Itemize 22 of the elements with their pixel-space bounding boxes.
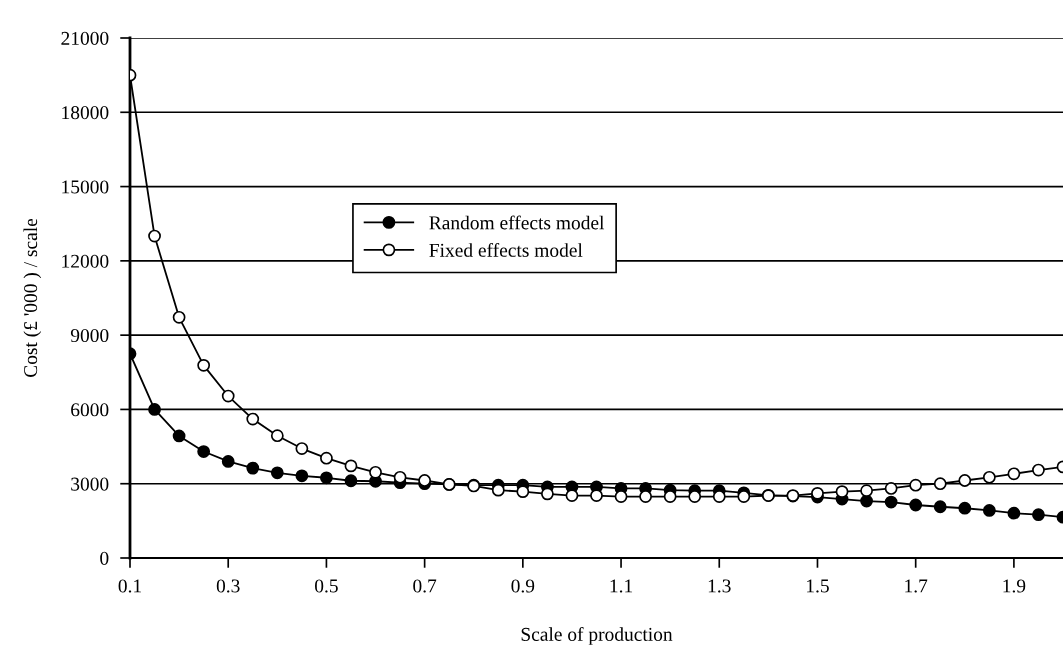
x-tick-label: 1.3 bbox=[708, 579, 731, 593]
y-axis-title: Cost (£ '000 ) / scale bbox=[23, 218, 42, 377]
x-axis-title: Scale of production bbox=[521, 627, 673, 645]
x-tick-label: 1.1 bbox=[610, 579, 633, 593]
x-tick-label: 1.5 bbox=[807, 579, 829, 593]
x-tick-label: 0.7 bbox=[413, 579, 437, 593]
y-tick-label: 18000 bbox=[62, 106, 109, 120]
y-tick-label: 21000 bbox=[61, 31, 109, 45]
legend-label: Random effects model bbox=[429, 215, 605, 230]
x-tick-label: 0.9 bbox=[511, 579, 535, 593]
x-tick-label: 0.1 bbox=[118, 579, 141, 593]
x-tick-label: 1.9 bbox=[1003, 579, 1026, 593]
legend-label: Fixed effects model bbox=[429, 242, 583, 257]
x-tick-label: 0.3 bbox=[216, 579, 240, 593]
y-tick-label: 3000 bbox=[71, 477, 109, 491]
y-tick-label: 15000 bbox=[62, 180, 109, 194]
y-tick-label: 0 bbox=[100, 551, 109, 565]
x-tick-label: 1.7 bbox=[905, 579, 928, 593]
y-tick-label: 12000 bbox=[62, 254, 109, 268]
x-tick-label: 0.5 bbox=[315, 579, 338, 593]
y-tick-label: 9000 bbox=[70, 328, 109, 343]
y-tick-label: 6000 bbox=[71, 403, 109, 417]
